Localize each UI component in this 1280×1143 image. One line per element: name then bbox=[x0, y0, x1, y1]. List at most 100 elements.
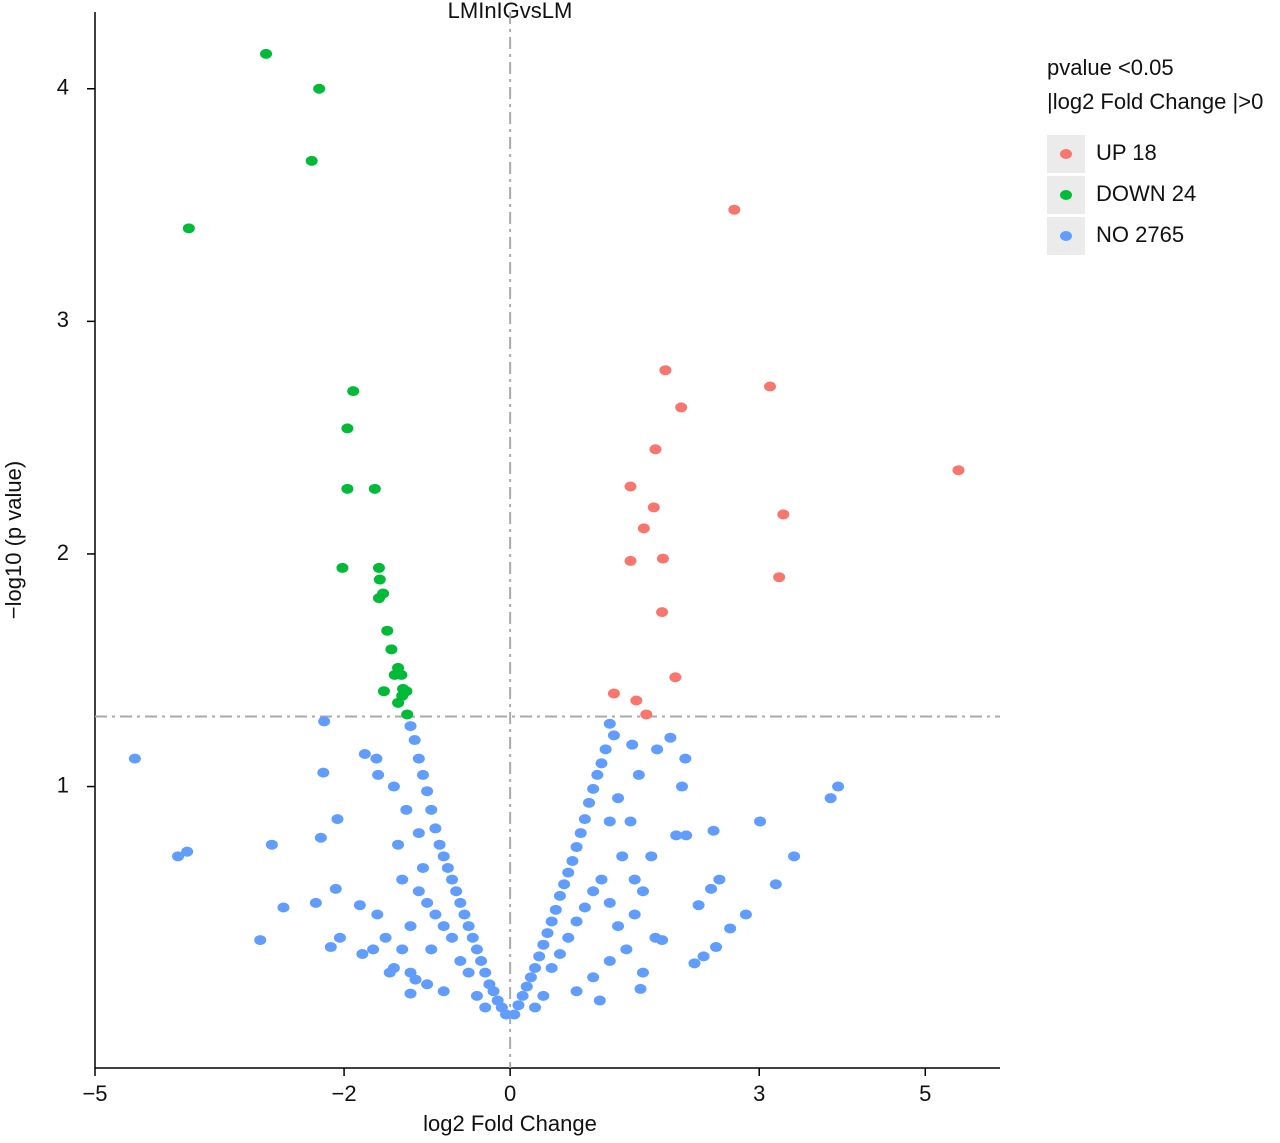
point bbox=[707, 825, 720, 836]
point bbox=[353, 900, 366, 911]
point bbox=[553, 890, 566, 901]
point bbox=[333, 932, 346, 943]
point bbox=[416, 769, 429, 780]
point bbox=[397, 683, 410, 694]
point bbox=[412, 753, 425, 764]
point bbox=[508, 1009, 521, 1020]
point bbox=[603, 897, 616, 908]
point bbox=[599, 744, 612, 755]
point bbox=[314, 832, 327, 843]
point bbox=[593, 995, 606, 1006]
point bbox=[512, 1000, 525, 1011]
point bbox=[824, 793, 837, 804]
point bbox=[313, 83, 326, 94]
point bbox=[647, 502, 660, 513]
point bbox=[404, 721, 417, 732]
point bbox=[537, 939, 550, 950]
y-tick-label: 2 bbox=[57, 540, 69, 565]
point bbox=[624, 481, 637, 492]
point bbox=[462, 967, 475, 978]
point bbox=[421, 786, 434, 797]
point bbox=[612, 921, 625, 932]
point bbox=[659, 365, 672, 376]
point bbox=[636, 886, 649, 897]
point bbox=[408, 735, 421, 746]
point bbox=[441, 862, 454, 873]
point bbox=[454, 897, 467, 908]
point bbox=[664, 732, 677, 743]
point bbox=[587, 886, 600, 897]
point bbox=[587, 783, 600, 794]
point bbox=[578, 814, 591, 825]
point bbox=[433, 839, 446, 850]
point bbox=[429, 909, 442, 920]
point bbox=[620, 944, 633, 955]
y-tick-label: 4 bbox=[57, 75, 69, 100]
point bbox=[788, 851, 801, 862]
point bbox=[640, 709, 653, 720]
point bbox=[372, 562, 385, 573]
point bbox=[341, 423, 354, 434]
x-axis-label: log2 Fold Change bbox=[423, 1111, 597, 1136]
point bbox=[637, 523, 650, 534]
point bbox=[769, 879, 782, 890]
point bbox=[607, 730, 620, 741]
point bbox=[331, 814, 344, 825]
point bbox=[277, 902, 290, 913]
point bbox=[624, 816, 637, 827]
point bbox=[529, 962, 542, 973]
point bbox=[777, 509, 790, 520]
point bbox=[336, 562, 349, 573]
chart-title: LMInIGvsLM bbox=[448, 0, 573, 23]
point bbox=[260, 48, 273, 59]
point bbox=[705, 883, 718, 894]
point bbox=[634, 983, 647, 994]
legend-label: NO 2765 bbox=[1096, 222, 1184, 247]
point bbox=[607, 688, 620, 699]
point bbox=[713, 874, 726, 885]
point bbox=[172, 851, 185, 862]
point bbox=[317, 767, 330, 778]
point bbox=[128, 753, 141, 764]
point bbox=[309, 897, 322, 908]
point bbox=[630, 695, 643, 706]
point bbox=[425, 804, 438, 815]
point bbox=[656, 553, 669, 564]
point bbox=[562, 932, 575, 943]
point bbox=[404, 921, 417, 932]
point bbox=[603, 718, 616, 729]
point bbox=[656, 607, 669, 618]
point bbox=[537, 990, 550, 1001]
point bbox=[728, 204, 741, 215]
y-axis-label: −log10 (p value) bbox=[1, 461, 26, 619]
point bbox=[377, 588, 390, 599]
point bbox=[370, 753, 383, 764]
point bbox=[437, 986, 450, 997]
legend-title: pvalue <0.05 bbox=[1047, 55, 1174, 80]
point bbox=[724, 923, 737, 934]
point bbox=[541, 928, 554, 939]
point bbox=[395, 669, 408, 680]
point bbox=[595, 874, 608, 885]
point bbox=[553, 949, 566, 960]
point bbox=[549, 904, 562, 915]
point bbox=[612, 793, 625, 804]
point bbox=[475, 956, 488, 967]
point bbox=[632, 769, 645, 780]
point bbox=[470, 990, 483, 1001]
point bbox=[675, 402, 688, 413]
point bbox=[396, 944, 409, 955]
point bbox=[454, 956, 467, 967]
legend-marker bbox=[1060, 190, 1072, 200]
point bbox=[450, 886, 463, 897]
point bbox=[318, 716, 331, 727]
point bbox=[416, 862, 429, 873]
point bbox=[305, 155, 318, 166]
point bbox=[516, 990, 529, 1001]
point bbox=[773, 572, 786, 583]
point bbox=[396, 874, 409, 885]
point bbox=[341, 483, 354, 494]
point bbox=[182, 223, 195, 234]
point bbox=[412, 886, 425, 897]
point bbox=[591, 769, 604, 780]
